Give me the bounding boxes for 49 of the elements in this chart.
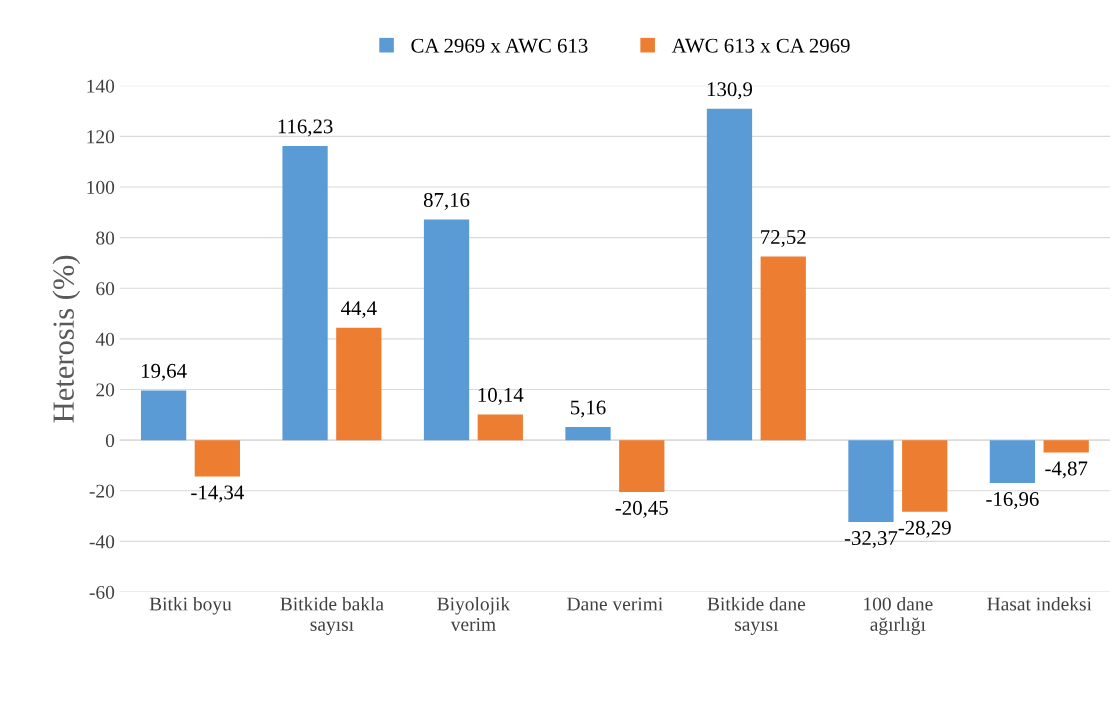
data-label: -28,29	[898, 520, 951, 538]
bar	[706, 108, 753, 441]
y-tick-label: 20	[96, 383, 115, 397]
data-label: 130,9	[707, 82, 753, 100]
data-label: -14,34	[191, 485, 244, 503]
y-tick-label: 120	[87, 130, 115, 144]
legend-label: CA 2969 x AWC 613	[411, 38, 588, 53]
y-tick-label: 40	[95, 332, 115, 346]
data-label: 5,16	[570, 400, 606, 418]
data-label: 44,4	[341, 301, 377, 319]
bar	[848, 440, 894, 523]
x-tick-label: 100 dane ağırlığı	[864, 596, 933, 635]
data-label: 116,23	[278, 119, 333, 137]
bar	[194, 440, 240, 477]
y-tick-label: -60	[89, 585, 115, 599]
data-label: 19,64	[141, 363, 187, 381]
bar	[989, 440, 1036, 484]
x-tick-label: Bitkide dane sayısı	[707, 596, 806, 635]
data-label: 10,14	[478, 387, 524, 405]
data-label: 87,16	[423, 192, 470, 210]
x-tick-label: Dane verimi	[567, 597, 663, 611]
legend-label: AWC 613 x CA 2969	[671, 38, 850, 53]
bar	[1043, 440, 1089, 453]
y-axis-title: Heterosis (%)	[52, 255, 81, 423]
bar	[282, 145, 328, 441]
bar	[902, 440, 948, 512]
bar	[565, 427, 611, 441]
x-tick-label: Bitki boyu	[149, 596, 232, 615]
bar	[423, 219, 470, 441]
y-tick-label: 140	[87, 79, 115, 93]
data-label: -16,96	[986, 492, 1039, 510]
bar	[477, 414, 523, 441]
data-label: -20,45	[615, 500, 668, 518]
data-label: -4,87	[1045, 461, 1088, 479]
x-tick-label: Bitkide bakla sayısı	[280, 596, 384, 635]
bar	[140, 390, 187, 441]
y-tick-label: 60	[96, 282, 115, 296]
data-label: 72,52	[761, 230, 806, 248]
x-tick-label: Biyolojik verim	[437, 596, 511, 631]
bar	[619, 440, 665, 492]
y-tick-label: 0	[105, 433, 115, 448]
bar	[760, 256, 806, 441]
x-tick-label: Hasat indeksi	[987, 596, 1092, 611]
data-label: -32,37	[844, 531, 898, 549]
y-tick-label: -40	[89, 535, 115, 549]
bar	[336, 327, 382, 441]
y-tick-label: 100	[87, 180, 115, 194]
y-tick-label: -20	[89, 484, 115, 498]
y-tick-label: 80	[96, 231, 115, 245]
